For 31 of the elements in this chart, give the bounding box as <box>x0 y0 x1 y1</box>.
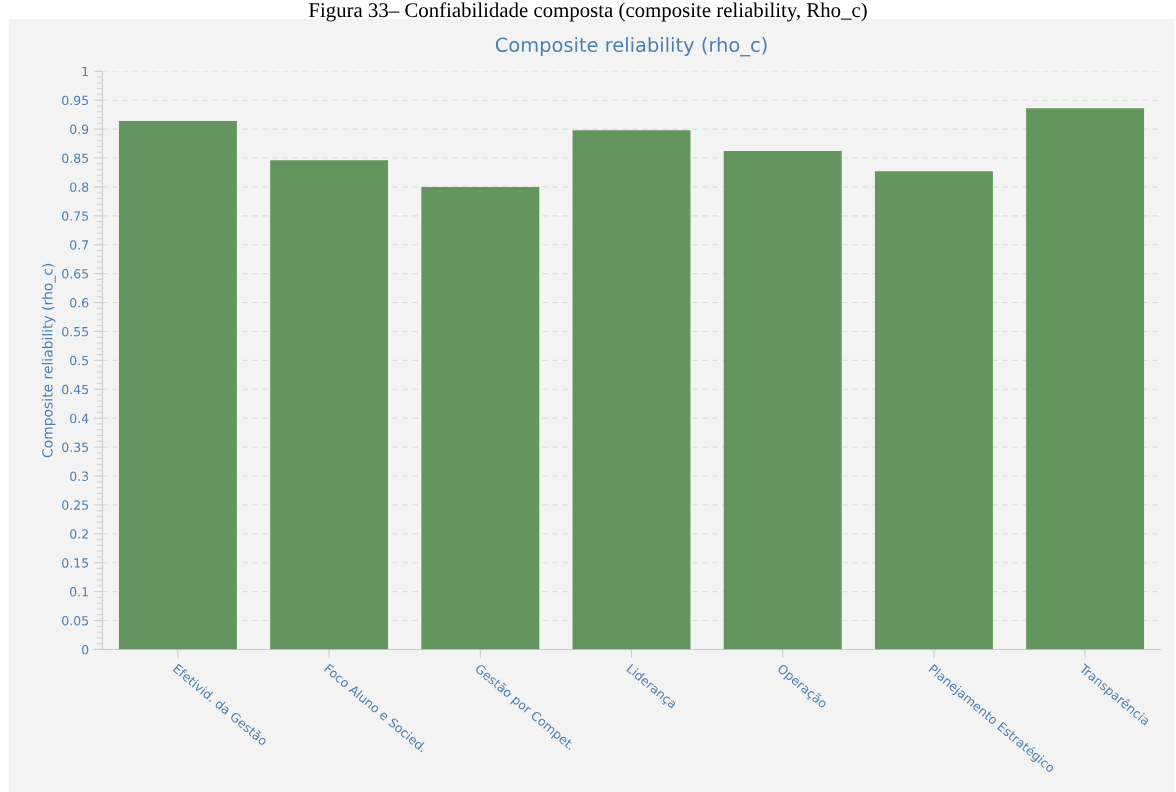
y-tick-label: 0.95 <box>62 95 89 106</box>
bar <box>270 160 389 650</box>
y-tick-label: 0.1 <box>70 587 88 597</box>
y-tick-label: 0.65 <box>62 269 89 279</box>
y-axis-title: Composite reliability (rho_c) <box>41 263 56 458</box>
text: Figura 33– Confiabilidade composta (composite reliability, Rho_c) <box>308 2 867 22</box>
y-tick-label: 0.7 <box>70 240 89 250</box>
y-tick-label: 0.75 <box>62 211 89 221</box>
y-tick-label: 0.05 <box>62 616 89 626</box>
bar <box>1026 108 1145 650</box>
y-tick-label: 0.15 <box>62 558 89 568</box>
y-tick-label: 0.85 <box>62 153 89 163</box>
y-tick-label: 0.55 <box>62 326 89 337</box>
y-tick-label: 0.3 <box>70 471 89 481</box>
bar <box>874 171 993 650</box>
bar <box>723 151 842 650</box>
bar <box>572 130 691 650</box>
y-tick-label: 0.25 <box>62 500 89 510</box>
y-tick-label: 0.9 <box>70 124 89 135</box>
y-tick-label: 0.45 <box>62 384 89 395</box>
y-tick-label: 0.8 <box>70 182 89 192</box>
y-tick-label: 1 <box>82 66 88 77</box>
bar <box>421 186 540 650</box>
y-tick-label: 0.35 <box>62 442 89 453</box>
y-tick-label: 0 <box>81 644 89 655</box>
y-tick-label: 0.2 <box>70 529 88 539</box>
y-tick-label: 0.5 <box>70 355 89 366</box>
y-tick-label: 0.6 <box>70 298 89 308</box>
chart-title: Composite reliability (rho_c) <box>495 37 767 57</box>
bar <box>118 121 237 650</box>
y-tick-label: 0.4 <box>70 413 89 424</box>
